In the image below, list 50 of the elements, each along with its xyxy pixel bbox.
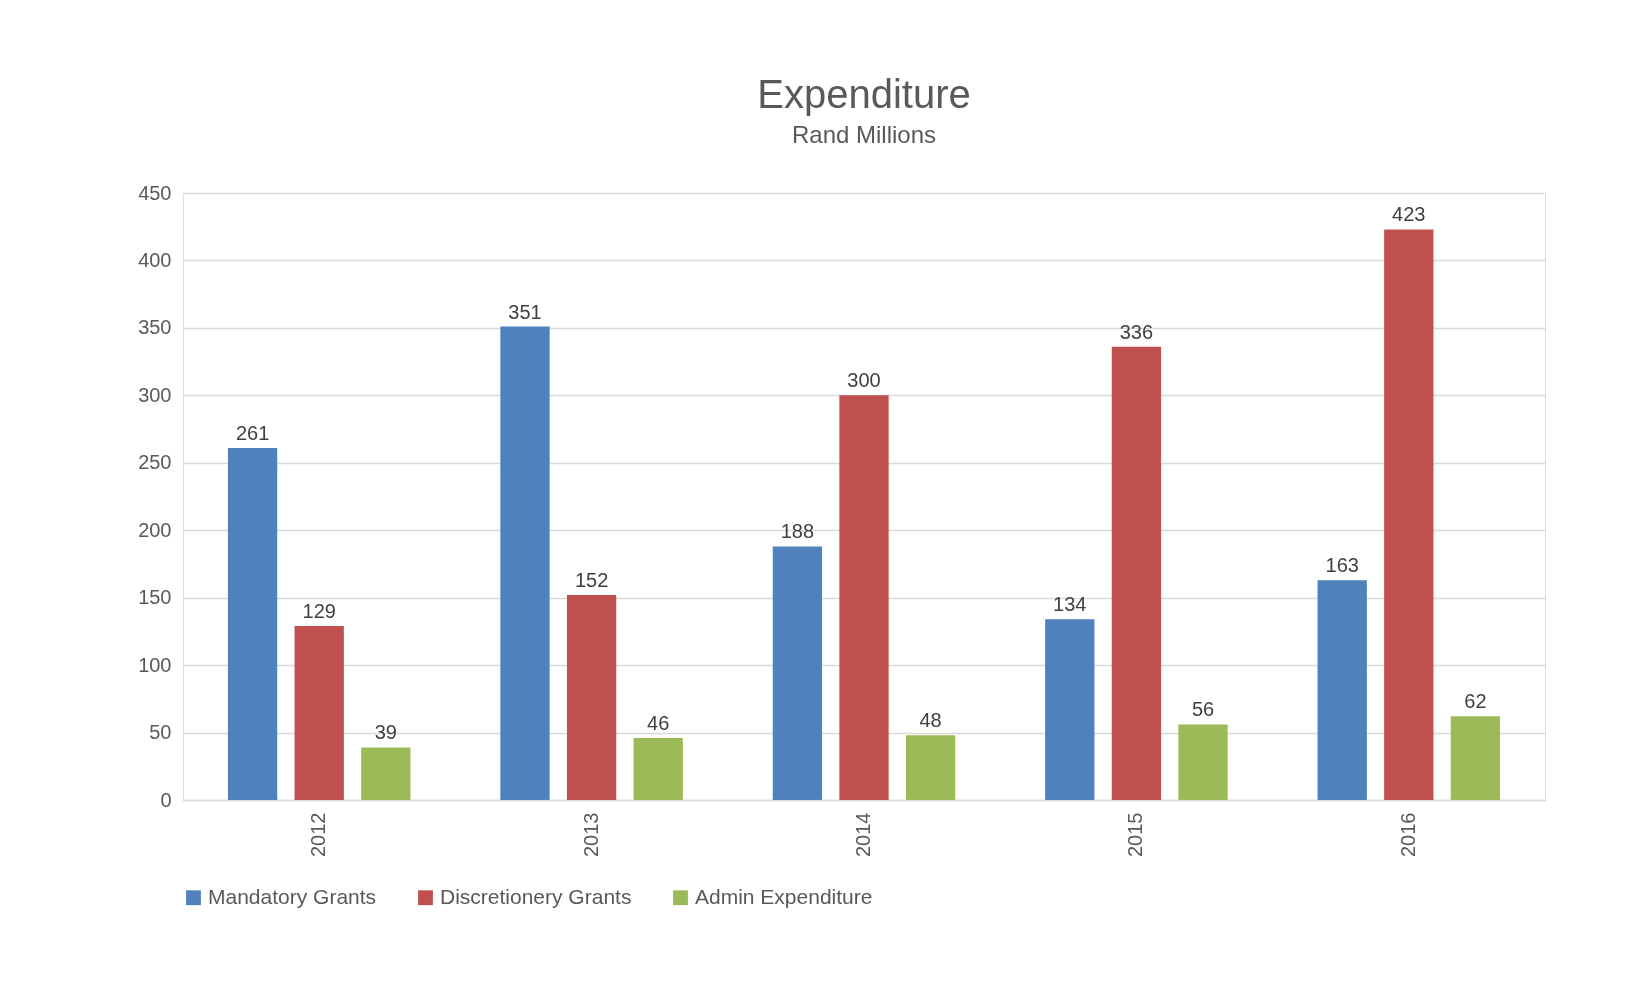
y-tick-label: 400 <box>138 248 172 271</box>
y-tick-label: 0 <box>160 788 172 811</box>
data-label: 39 <box>374 721 397 744</box>
data-label: 261 <box>235 421 270 444</box>
y-tick-label: 350 <box>138 316 172 339</box>
data-label: 336 <box>1119 320 1154 343</box>
bar <box>1111 346 1162 800</box>
chart-title: Expenditure <box>757 72 971 116</box>
bar <box>1384 229 1434 800</box>
data-label: 188 <box>780 520 815 543</box>
x-tick-label: 2013 <box>579 812 602 857</box>
x-tick-label: 2012 <box>307 812 330 857</box>
x-tick-label: 2016 <box>1396 812 1419 857</box>
data-label: 152 <box>574 568 609 591</box>
legend-label: Admin Expenditure <box>695 884 873 908</box>
bar <box>227 447 278 800</box>
bar <box>566 594 617 800</box>
y-tick-label: 450 <box>138 181 172 204</box>
y-tick-label: 250 <box>138 451 172 474</box>
y-tick-label: 200 <box>138 518 172 541</box>
bar <box>839 395 889 800</box>
data-label: 48 <box>919 709 942 732</box>
data-label: 351 <box>508 300 542 323</box>
data-label: 134 <box>1053 593 1087 616</box>
y-tick-label: 100 <box>138 653 172 676</box>
bar <box>1450 716 1501 800</box>
data-label: 300 <box>847 369 881 392</box>
legend-label: Mandatory Grants <box>208 884 377 908</box>
y-tick-label: 50 <box>149 721 172 744</box>
chart-subtitle: Rand Millions <box>791 121 937 148</box>
bar <box>633 737 683 800</box>
bar <box>361 747 411 800</box>
data-label: 56 <box>1191 698 1215 721</box>
bar <box>1317 580 1367 800</box>
data-label: 46 <box>647 711 670 734</box>
y-tick-label: 150 <box>138 586 172 609</box>
data-label: 423 <box>1392 203 1426 226</box>
bar <box>1178 724 1228 800</box>
bar <box>294 625 344 800</box>
x-tick-label: 2015 <box>1124 812 1147 857</box>
bar <box>500 326 550 800</box>
legend-label: Discretionery Grants <box>440 884 632 908</box>
data-label: 163 <box>1325 554 1359 577</box>
data-label: 62 <box>1464 690 1487 713</box>
data-label: 129 <box>302 599 336 622</box>
bar <box>772 546 823 800</box>
bar <box>905 735 956 800</box>
y-tick-label: 300 <box>138 383 172 406</box>
x-tick-label: 2014 <box>852 812 874 857</box>
bar <box>1045 619 1095 800</box>
